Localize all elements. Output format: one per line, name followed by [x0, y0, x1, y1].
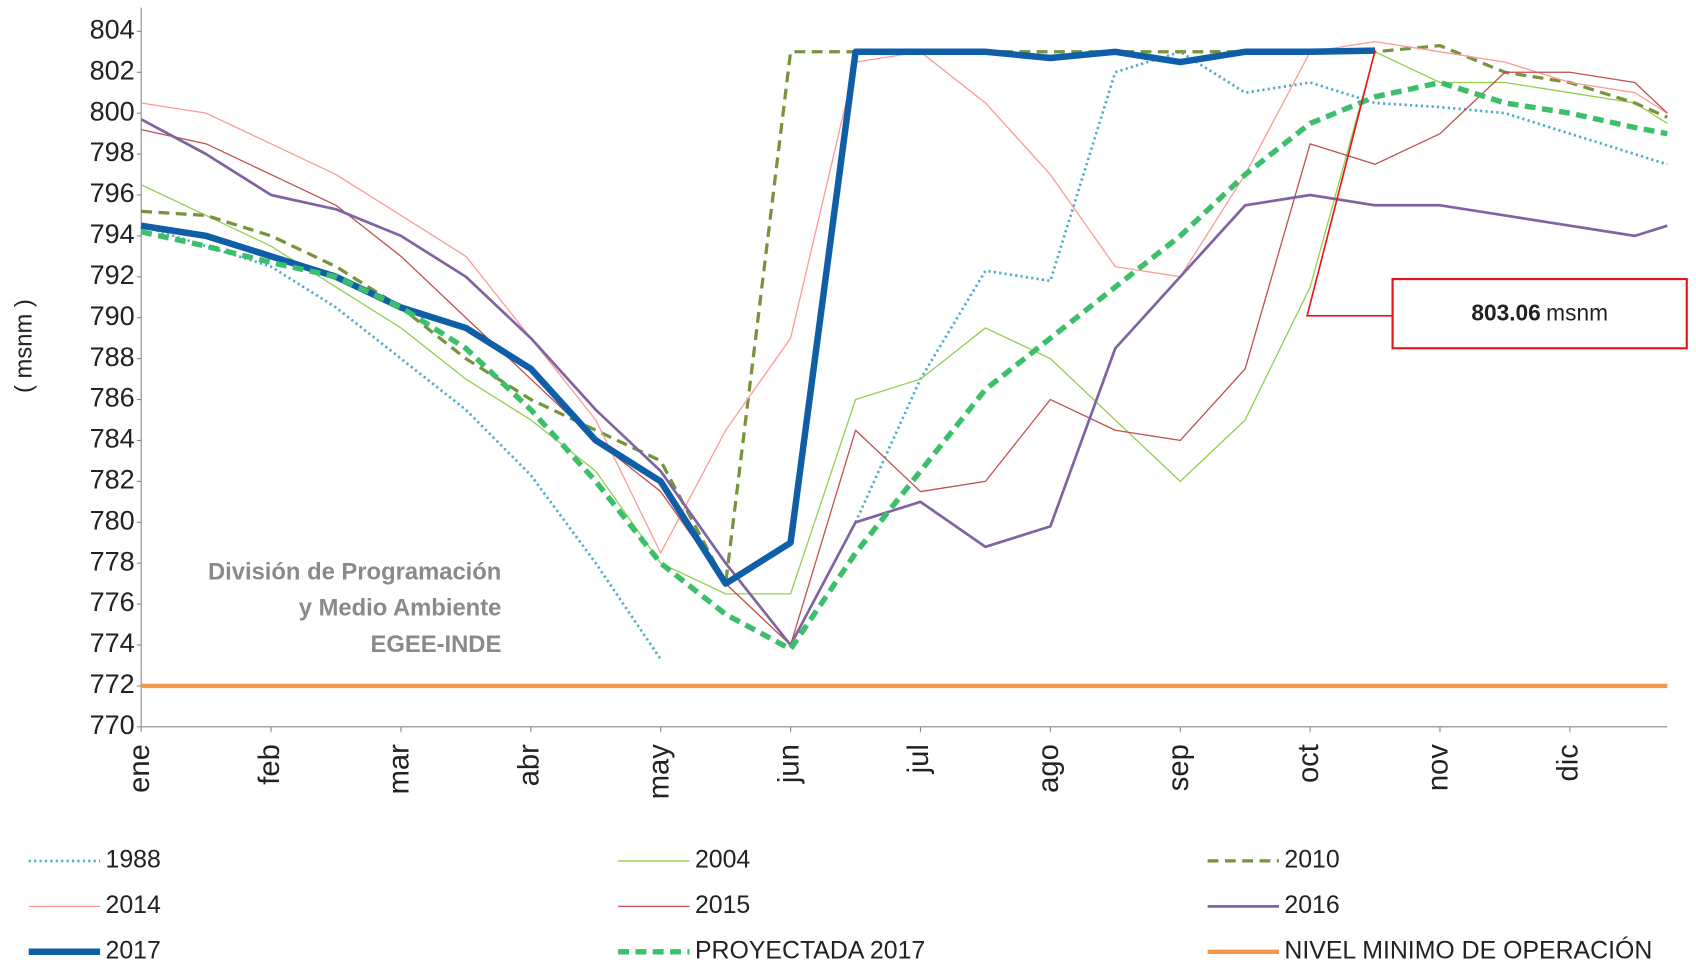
- watermark: y Medio Ambiente: [299, 595, 502, 622]
- y-tick-label: 778: [90, 546, 135, 576]
- x-tick-label: abr: [514, 744, 546, 786]
- legend-label: 2015: [695, 891, 750, 919]
- x-tick-label: nov: [1423, 744, 1455, 791]
- series-line: [854, 50, 1668, 523]
- legend-label: 2016: [1284, 891, 1339, 919]
- x-tick-label: mar: [384, 744, 416, 795]
- y-tick-label: 804: [90, 15, 135, 45]
- x-tick-label: jun: [773, 744, 805, 784]
- series-line: [140, 118, 1668, 647]
- y-tick-label: 780: [90, 505, 135, 535]
- y-tick-label: 798: [90, 137, 135, 167]
- x-tick-label: ago: [1033, 744, 1065, 793]
- x-tick-label: feb: [254, 744, 286, 785]
- legend-label: 2010: [1284, 845, 1339, 873]
- y-tick-label: 774: [90, 628, 135, 658]
- legend-label: PROYECTADA 2017: [695, 936, 925, 964]
- x-tick-label: dic: [1553, 744, 1585, 781]
- y-tick-label: 800: [90, 96, 135, 126]
- legend-label: NIVEL MINIMO DE OPERACIÓN: [1284, 935, 1652, 964]
- annotation-box: [1391, 277, 1688, 350]
- x-tick-label: ene: [124, 744, 156, 793]
- y-tick-label: 784: [90, 424, 135, 454]
- legend-label: 2014: [106, 891, 161, 919]
- watermark: EGEE-INDE: [371, 631, 502, 658]
- y-tick-label: 776: [90, 587, 135, 617]
- y-tick-label: 802: [90, 55, 135, 85]
- x-tick-label: jul: [903, 744, 935, 774]
- series-line: [140, 51, 1668, 595]
- y-axis-label: ( msnm ): [11, 299, 38, 393]
- annotation-value: 803.06: [1471, 300, 1540, 326]
- watermark: División de Programación: [208, 559, 501, 586]
- annotation-text: 803.06 msnm: [1471, 300, 1608, 326]
- x-tick-label: oct: [1293, 744, 1325, 783]
- annotation-unit: msnm: [1546, 300, 1608, 326]
- annotation-leader: [1306, 50, 1393, 317]
- x-tick-label: sep: [1163, 744, 1195, 791]
- legend-label: 1988: [106, 845, 161, 873]
- y-tick-label: 782: [90, 465, 135, 495]
- y-tick-label: 792: [90, 260, 135, 290]
- y-tick-label: 796: [90, 178, 135, 208]
- x-tick-label: may: [643, 744, 675, 800]
- y-tick-label: 786: [90, 383, 135, 413]
- y-tick-label: 790: [90, 301, 135, 331]
- y-tick-label: 770: [90, 710, 135, 740]
- legend-label: 2017: [106, 936, 161, 964]
- y-tick-label: 794: [90, 219, 135, 249]
- series-line: [141, 71, 1668, 646]
- legend-label: 2004: [695, 845, 750, 873]
- y-tick-label: 788: [90, 342, 135, 372]
- y-tick-label: 772: [90, 669, 135, 699]
